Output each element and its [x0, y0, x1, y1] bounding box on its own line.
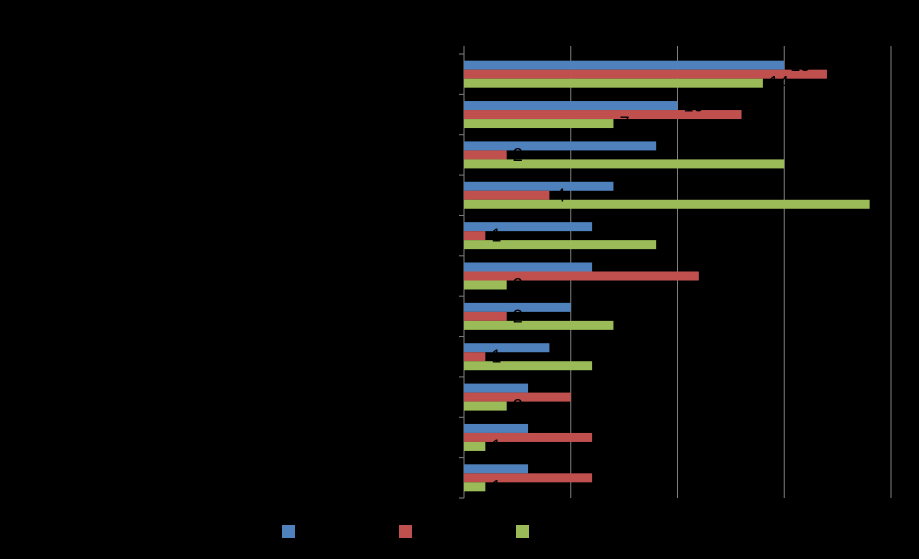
bar	[464, 190, 550, 200]
legend-swatch	[516, 525, 529, 538]
bar	[464, 271, 699, 281]
data-label: 2	[513, 145, 523, 165]
bar	[464, 150, 507, 160]
bar	[464, 482, 486, 492]
bar	[464, 320, 614, 330]
bar	[464, 441, 486, 451]
bar	[464, 302, 571, 312]
bar	[464, 401, 507, 411]
data-label: 14	[769, 73, 789, 93]
bar	[464, 141, 657, 151]
bar	[464, 199, 870, 209]
bar	[464, 361, 593, 371]
data-label: 1	[491, 347, 501, 367]
data-label: 4	[555, 185, 565, 205]
bar	[464, 101, 678, 111]
bars	[464, 60, 870, 492]
bar	[464, 60, 785, 70]
bar	[464, 383, 529, 393]
bar	[464, 231, 486, 241]
legend-swatch	[399, 525, 412, 538]
legend	[282, 525, 529, 538]
data-label: 5	[577, 387, 587, 407]
bar	[464, 432, 593, 442]
legend-swatch	[282, 525, 295, 538]
data-label: 1	[491, 436, 501, 456]
data-label: 2	[513, 306, 523, 326]
bar	[464, 343, 550, 353]
bar	[464, 464, 529, 474]
data-label: 10	[684, 96, 704, 116]
data-label: 13	[748, 105, 768, 125]
data-label: 2	[513, 275, 523, 295]
bar	[464, 392, 571, 402]
bar	[464, 222, 593, 232]
bar	[464, 69, 827, 79]
bar	[464, 262, 593, 272]
bar	[464, 423, 529, 433]
bar	[464, 159, 785, 169]
bar	[464, 110, 742, 120]
data-label: 1	[491, 477, 501, 497]
data-label: 1	[491, 226, 501, 246]
data-label: 6	[705, 266, 715, 286]
bar	[464, 78, 763, 88]
data-label: 7	[619, 114, 629, 134]
bar	[464, 181, 614, 191]
data-label: 17	[833, 64, 853, 84]
bar	[464, 119, 614, 129]
data-label: 5	[598, 468, 608, 488]
data-label: 3	[598, 427, 608, 447]
data-label: 2	[513, 396, 523, 416]
bar	[464, 352, 486, 362]
bar	[464, 473, 593, 483]
bar	[464, 280, 507, 290]
bar	[464, 311, 507, 321]
data-label: 15	[790, 55, 810, 75]
bar	[464, 240, 657, 250]
